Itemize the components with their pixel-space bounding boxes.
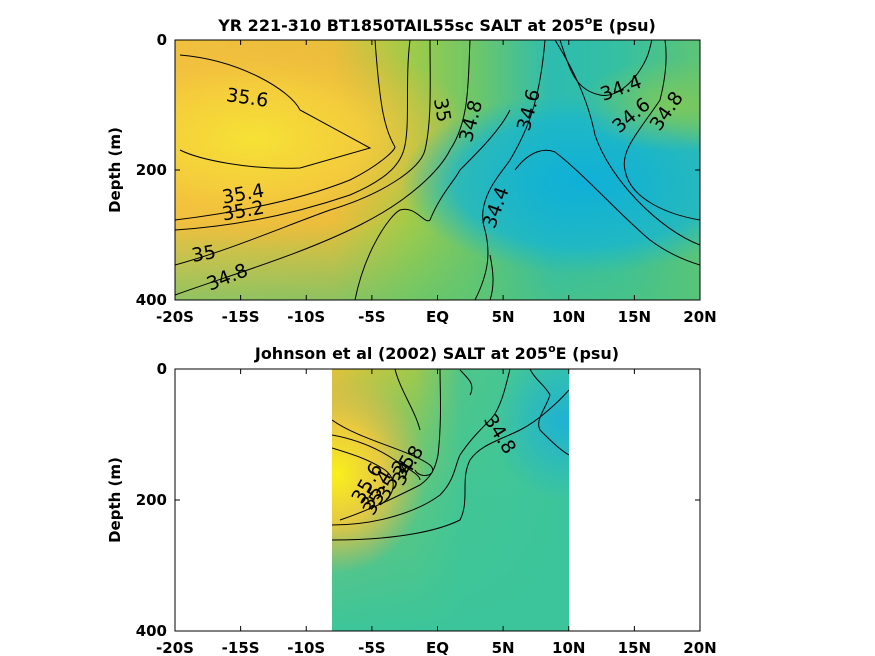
panel-top: YR 221-310 BT1850TAIL55sc SALT at 205oE … [106, 14, 717, 326]
panel-bottom-yaxis: 0 200 400 [136, 360, 700, 640]
panel-top-contour-34.8a [175, 40, 471, 296]
panel-top-contour-35 [175, 40, 431, 266]
panel-top-xtick-label: -5S [358, 308, 385, 326]
panel-top-contour-35.4 [175, 40, 396, 221]
panel-bottom-ytick-label: 400 [136, 622, 167, 640]
panel-top-contour-34.6b [554, 40, 700, 246]
panel-bottom-title: Johnson et al (2002) SALT at 205oE (psu) [254, 342, 619, 363]
panel-top-ytick-label: 200 [136, 161, 167, 179]
panel-top-contour-34.4c [489, 254, 494, 300]
panel-bottom-xtick-label: -15S [222, 639, 260, 656]
panel-bottom-contour-g [332, 389, 569, 541]
panel-top-xtick-label: 20N [683, 308, 716, 326]
panel-top-xaxis: -20S -15S -10S -5S EQ 5N 10N 15N 20N [156, 40, 717, 326]
panel-top-heatmap [175, 40, 700, 300]
panel-top-xtick-label: 10N [552, 308, 585, 326]
panel-top-ytick-label: 400 [136, 291, 167, 309]
panel-bottom-field-blue [332, 369, 569, 631]
panel-bottom-contour-a [332, 419, 434, 476]
panel-top-yaxis: 0 200 400 [136, 31, 700, 309]
panel-top-ylabel: Depth (m) [106, 127, 124, 213]
panel-top-contour-34.6 [474, 40, 546, 300]
panel-top-contour-label: 35 [429, 96, 455, 124]
panel-top-contour-35.2 [175, 40, 411, 231]
panel-bottom-contour-h [529, 369, 569, 456]
panel-top-xtick-label: EQ [426, 308, 449, 326]
panel-top-xtick-label: -10S [287, 308, 325, 326]
panel-top-contour-35.6 [179, 54, 372, 169]
panel-top-xtick-label: -15S [222, 308, 260, 326]
panel-bottom-xtick-label: 20N [683, 639, 716, 656]
panel-bottom-xtick-label: 15N [618, 639, 651, 656]
panel-top-ytick-label: 0 [157, 31, 167, 49]
panel-top-title: YR 221-310 BT1850TAIL55sc SALT at 205oE … [217, 14, 656, 35]
panel-top-contour-34.4a [514, 149, 700, 266]
panel-bottom-contour-i [459, 369, 473, 396]
panel-bottom-xtick-label: 10N [552, 639, 585, 656]
panel-bottom-contour-f [394, 369, 421, 431]
panel-bottom-heatmap [332, 369, 569, 631]
panel-top-contour-34.8b [354, 109, 511, 300]
panel-bottom-contour-e [332, 369, 511, 526]
panel-bottom-ytick-label: 0 [157, 360, 167, 378]
panel-bottom-ytick-label: 200 [136, 491, 167, 509]
panel-top-xtick-label: 5N [492, 308, 515, 326]
panel-top-contour-34.8c [623, 40, 700, 221]
panel-bottom-xtick-label: -5S [358, 639, 385, 656]
panel-top-xtick-label: 15N [618, 308, 651, 326]
panel-bottom: Johnson et al (2002) SALT at 205oE (psu)… [106, 342, 717, 656]
panel-top-xtick-label: -20S [156, 308, 194, 326]
panel-bottom-xtick-label: -20S [156, 639, 194, 656]
panel-bottom-contour-b [332, 434, 421, 481]
panel-bottom-xtick-label: -10S [287, 639, 325, 656]
panel-bottom-xaxis: -20S -15S -10S -5S EQ 5N 10N 15N 20N [156, 369, 717, 656]
panel-top-contour-34.4b [559, 40, 653, 96]
panel-bottom-ylabel: Depth (m) [106, 457, 124, 543]
panel-bottom-contour-c [332, 447, 394, 506]
panel-bottom-xtick-label: 5N [492, 639, 515, 656]
panel-bottom-contour-d [339, 369, 441, 521]
panel-bottom-xtick-label: EQ [426, 639, 449, 656]
panel-top-contour-label: 35 [190, 241, 218, 267]
